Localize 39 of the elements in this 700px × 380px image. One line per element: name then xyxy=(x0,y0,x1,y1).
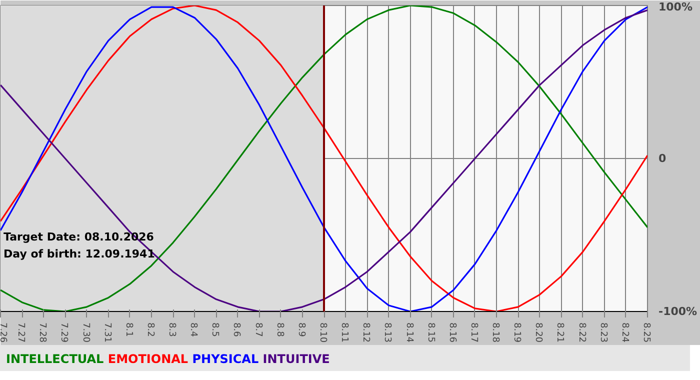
x-tick-label: 8.9 xyxy=(296,322,306,338)
text: EMOTIONAL xyxy=(108,352,188,366)
x-tick-label: 8.5 xyxy=(210,322,220,337)
x-tick-label: 8.1 xyxy=(123,322,134,337)
x-tick-label: 8.16 xyxy=(446,322,457,343)
x-tick-label: 8.22 xyxy=(576,322,586,343)
x-tick-label: 7.30 xyxy=(80,322,90,343)
x-tick-label: 7.26 xyxy=(0,322,8,343)
x-tick-label: 8.11 xyxy=(339,322,350,343)
x-tick-label: 8.12 xyxy=(360,322,371,343)
x-tick-label: 7.27 xyxy=(16,322,26,343)
x-tick-label: 7.29 xyxy=(58,322,69,343)
x-tick-label: 8.20 xyxy=(533,322,544,343)
text: PHYSICAL xyxy=(192,352,259,366)
x-tick-label: 7.28 xyxy=(37,322,48,343)
x-tick-label: 8.14 xyxy=(404,322,414,343)
x-tick-label: 8.18 xyxy=(490,322,500,343)
x-tick-label: 8.8 xyxy=(274,322,284,338)
x-tick-label: 8.10 xyxy=(318,322,328,343)
text: INTUITIVE xyxy=(262,352,330,366)
x-tick-label: 7.31 xyxy=(102,322,112,343)
text: INTELLECTUAL xyxy=(6,352,104,366)
x-tick-label: 8.19 xyxy=(512,322,522,343)
x-tick-label: 8.6 xyxy=(231,322,242,338)
x-tick-label: 8.17 xyxy=(468,322,478,343)
x-tick-label: 8.7 xyxy=(252,322,263,337)
x-tick-label: 8.13 xyxy=(382,322,392,343)
x-tick-label: 8.24 xyxy=(619,322,630,343)
y-tick-label: -100% xyxy=(658,305,698,318)
x-tick-label: 8.3 xyxy=(166,322,177,337)
x-tick-label: 8.15 xyxy=(425,322,436,343)
y-tick-label: 100% xyxy=(658,0,692,14)
x-tick-label: 8.2 xyxy=(144,322,155,337)
y-tick-label: 0 xyxy=(658,152,666,165)
annotation: Day of birth: 12.09.1941 xyxy=(4,248,155,260)
x-tick-label: 8.25 xyxy=(641,322,651,343)
x-tick-label: 8.4 xyxy=(188,322,198,338)
x-tick-label: 8.23 xyxy=(598,322,608,343)
x-tick-label: 8.21 xyxy=(554,322,565,343)
